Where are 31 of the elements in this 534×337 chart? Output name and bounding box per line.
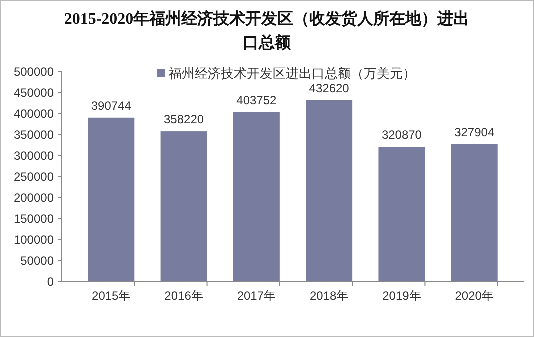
x-tick-label: 2017年 xyxy=(237,289,276,303)
y-tick-label: 0 xyxy=(47,275,54,289)
bar xyxy=(160,132,208,282)
bar xyxy=(233,112,280,282)
data-label: 403752 xyxy=(236,93,278,108)
y-tick-label: 500000 xyxy=(14,65,54,79)
bar xyxy=(306,100,353,282)
data-label: 327904 xyxy=(454,125,495,140)
y-tick-label: 50000 xyxy=(20,254,54,268)
chart-title: 2015-2020年福州经济技术开发区（收发货人所在地）进出口总额 xyxy=(64,10,470,52)
x-tick-label: 2019年 xyxy=(382,289,422,303)
y-tick-label: 400000 xyxy=(14,107,54,121)
y-tick-label: 450000 xyxy=(14,86,54,100)
data-label: 358220 xyxy=(164,112,204,127)
data-label: 432620 xyxy=(309,81,350,96)
bar xyxy=(88,118,135,282)
legend-label: 福州经济技术开发区进出口总额（万美元） xyxy=(169,66,416,81)
bar xyxy=(378,147,426,282)
y-tick-label: 250000 xyxy=(14,170,54,184)
y-tick-label: 200000 xyxy=(14,191,54,205)
data-label: 320870 xyxy=(382,128,422,142)
x-tick-label: 2015年 xyxy=(92,289,131,303)
data-label: 390744 xyxy=(91,98,132,113)
x-tick-label: 2020年 xyxy=(455,289,494,303)
y-tick-label: 350000 xyxy=(14,128,54,142)
bar xyxy=(451,144,498,282)
y-tick-label: 150000 xyxy=(14,212,54,226)
x-tick-label: 2018年 xyxy=(310,289,349,303)
y-tick-label: 100000 xyxy=(14,233,54,247)
y-tick-label: 300000 xyxy=(14,149,54,163)
x-tick-label: 2016年 xyxy=(164,289,204,303)
